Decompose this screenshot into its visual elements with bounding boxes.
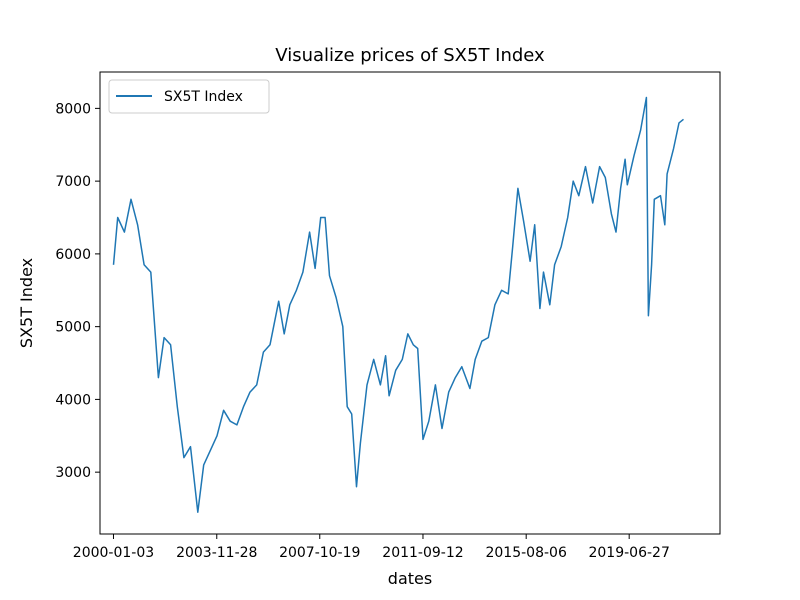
x-tick-label: 2015-08-06	[485, 545, 566, 561]
x-axis: 2000-01-03 2003-11-28 2007-10-19 2011-09-12…	[73, 534, 670, 561]
y-axis: 3000 4000 5000 6000 7000 8000	[55, 101, 100, 481]
plot-area	[112, 96, 684, 513]
series-line-sx5t-index	[112, 96, 684, 513]
y-tick-label: 4000	[55, 392, 91, 408]
chart-title: Visualize prices of SX5T Index	[275, 45, 545, 66]
x-tick-label: 2000-01-03	[73, 545, 154, 561]
x-tick-label: 2011-09-12	[382, 545, 463, 561]
y-tick-label: 6000	[55, 247, 91, 263]
y-tick-label: 7000	[55, 174, 91, 190]
y-axis-label: SX5T Index	[17, 258, 36, 348]
axes-frame	[99, 71, 721, 535]
legend-box	[108, 79, 270, 114]
x-tick-label: 2019-06-27	[588, 545, 669, 561]
x-tick-label: 2003-11-28	[176, 545, 257, 561]
y-tick-label: 8000	[55, 101, 91, 117]
x-tick-label: 2007-10-19	[279, 545, 360, 561]
y-tick-label: 5000	[55, 320, 91, 336]
y-tick-label: 3000	[55, 465, 91, 481]
legend-label: SX5T Index	[164, 89, 243, 105]
x-axis-label: dates	[388, 569, 432, 588]
legend: SX5T Index	[108, 79, 270, 114]
